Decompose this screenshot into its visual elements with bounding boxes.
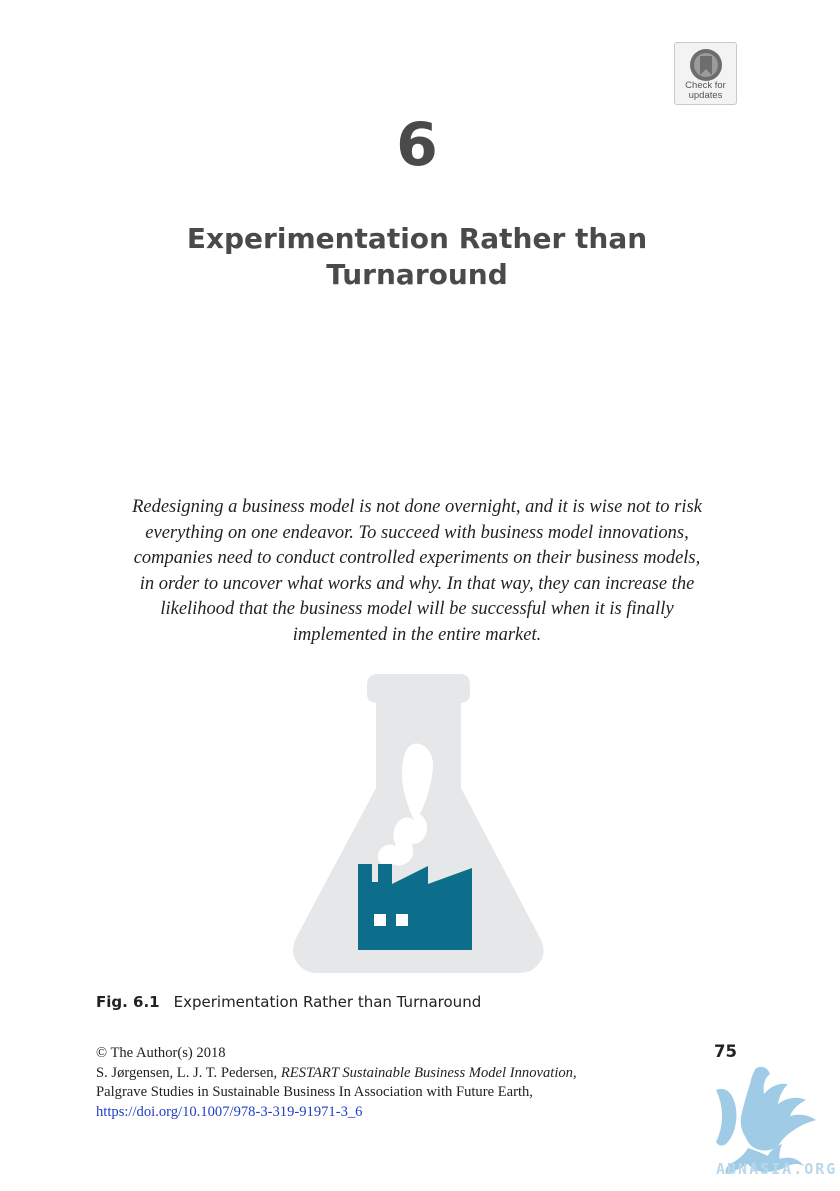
griffin-logo-icon — [716, 1066, 816, 1174]
abstract-line: likelihood that the business model will … — [160, 599, 674, 620]
chapter-abstract: Redesigning a business model is not done… — [105, 495, 729, 649]
page-number: 75 — [714, 1042, 737, 1061]
smoke-shape — [377, 743, 433, 867]
badge-text-line1: Check for — [685, 80, 726, 91]
figure-illustration — [280, 672, 555, 977]
abstract-line: in order to uncover what works and why. … — [139, 573, 695, 594]
citation-line: S. Jørgensen, L. J. T. Pedersen, RESTART… — [96, 1064, 656, 1084]
check-for-updates-badge[interactable]: Check for updates — [674, 42, 737, 105]
citation-authors: S. Jørgensen, L. J. T. Pedersen, — [96, 1064, 281, 1081]
doi-link[interactable]: https://doi.org/10.1007/978-3-319-91971-… — [96, 1103, 363, 1120]
figure-caption: Fig. 6.1 Experimentation Rather than Turn… — [96, 991, 481, 1013]
copyright-line: © The Author(s) 2018 — [96, 1045, 226, 1061]
figure-label: Fig. 6.1 — [96, 993, 160, 1011]
figure-caption-text: Experimentation Rather than Turnaround — [173, 993, 482, 1011]
flask-with-factory-icon — [293, 674, 544, 973]
chapter-title: Experimentation Rather than Turnaround — [186, 222, 648, 291]
factory-shape — [358, 864, 472, 950]
abstract-line: companies need to conduct controlled exp… — [133, 548, 701, 569]
watermark-text: ABNASIA.ORG — [716, 1160, 838, 1178]
series-line: Palgrave Studies in Sustainable Business… — [96, 1084, 533, 1101]
abstract-line: Redesigning a business model is not done… — [132, 497, 702, 517]
citation-punctuation: , — [572, 1064, 577, 1081]
factory-window — [374, 914, 386, 926]
abstract-line: implemented in the entire market. — [292, 624, 542, 645]
chapter-number: 6 — [396, 110, 438, 180]
badge-text: Check for updates — [675, 81, 736, 100]
abstract-line: everything on one endeavor. To succeed w… — [145, 522, 689, 543]
book-title: RESTART Sustainable Business Model Innov… — [280, 1064, 573, 1081]
factory-window — [396, 914, 408, 926]
badge-text-line2: updates — [688, 89, 723, 101]
copyright-block: © The Author(s) 2018 S. Jørgensen, L. J.… — [96, 1044, 656, 1122]
bookmark-ribbon-icon — [690, 49, 722, 81]
